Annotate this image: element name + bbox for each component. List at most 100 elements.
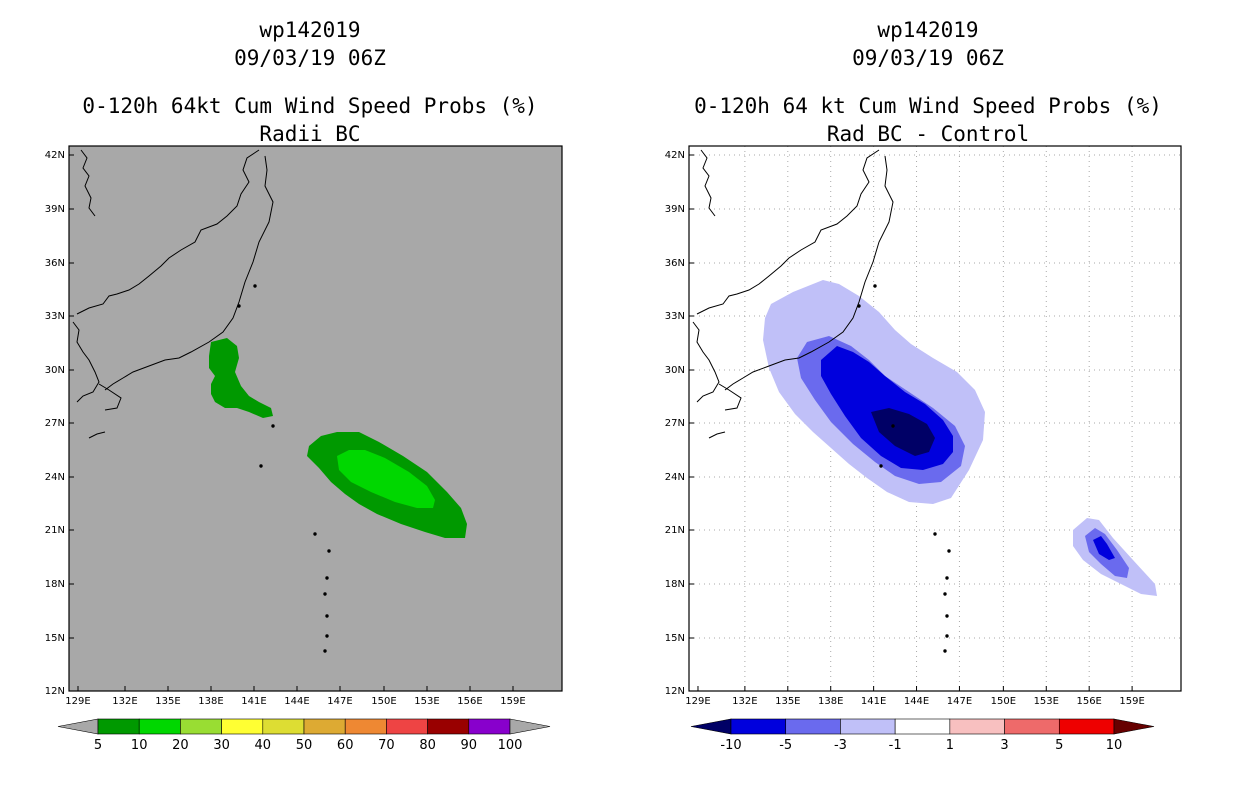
island-dot	[891, 424, 895, 428]
island-dot	[943, 649, 947, 653]
island-dot	[325, 614, 329, 618]
left-xtick-label: 144E	[284, 696, 309, 707]
left-ytick-label: 39N	[45, 204, 65, 215]
colorbar-segment	[138, 718, 181, 735]
coastline-segment	[76, 149, 260, 315]
colorbar-label: 10	[1106, 738, 1123, 753]
island-dot	[323, 592, 327, 596]
left-xtick-label: 159E	[500, 696, 525, 707]
island-dot	[323, 649, 327, 653]
left-xtick-label: 138E	[198, 696, 223, 707]
colorbar-label: 70	[378, 738, 395, 753]
colorbar-segment	[468, 718, 511, 735]
coastline-segment	[98, 383, 122, 411]
colorbar-segment	[180, 718, 222, 735]
left-probability-regions	[209, 338, 467, 538]
right-xtick-label: 132E	[732, 696, 757, 707]
right-ytick-label: 27N	[665, 418, 685, 429]
right-chart-subtitle: Rad BC - Control	[826, 122, 1030, 146]
island-dot	[945, 634, 949, 638]
left-ytick-label: 27N	[45, 418, 65, 429]
colorbar-label: 80	[419, 738, 436, 753]
left-ytick-label: 21N	[45, 525, 65, 536]
left-ytick-label: 42N	[45, 150, 65, 161]
coastline-segment	[696, 149, 880, 315]
left-datetime: 09/03/19 06Z	[234, 46, 386, 70]
colorbar-over-arrow	[1113, 718, 1155, 735]
colorbar-label: 50	[296, 738, 313, 753]
right-coastline	[692, 149, 951, 653]
right-xtick-label: 138E	[818, 696, 843, 707]
left-ytick-label: 33N	[45, 311, 65, 322]
left-xtick-label: 156E	[457, 696, 482, 707]
right-ytick-label: 39N	[665, 204, 685, 215]
island-dot	[259, 464, 263, 468]
island-dot	[857, 304, 861, 308]
colorbar-segment	[386, 718, 428, 735]
right-panel-title: wp142019 09/03/19 06Z 0-120h 64 kt Cum W…	[678, 16, 1178, 148]
right-map-frame	[688, 145, 1182, 692]
right-probability-regions	[763, 280, 1157, 596]
right-region--10-to-5	[1093, 536, 1115, 560]
left-region-10-20	[337, 450, 435, 508]
colorbar-segment	[894, 718, 951, 735]
colorbar-label: 90	[461, 738, 478, 753]
colorbar-segment	[1058, 718, 1115, 735]
right-chart-title: 0-120h 64 kt Cum Wind Speed Probs (%)	[694, 94, 1162, 118]
colorbar-over-arrow	[509, 718, 551, 735]
right-xtick-label: 135E	[775, 696, 800, 707]
coastline-segment	[692, 321, 720, 403]
colorbar-under-arrow	[690, 718, 732, 735]
coastline-segment	[718, 383, 742, 411]
coastline-segment	[724, 155, 894, 391]
right-ytick-label: 12N	[665, 686, 685, 697]
colorbar-segment	[427, 718, 470, 735]
left-chart-title: 0-120h 64kt Cum Wind Speed Probs (%)	[82, 94, 538, 118]
coastline-segment	[104, 155, 274, 391]
colorbar-label: 60	[337, 738, 354, 753]
left-map-frame	[68, 145, 563, 692]
island-dot	[313, 532, 317, 536]
island-dot	[253, 284, 257, 288]
colorbar-label: -10	[720, 738, 741, 753]
colorbar-label: 1	[946, 738, 954, 753]
colorbar-label: -1	[889, 738, 902, 753]
right-ytick-label: 24N	[665, 472, 685, 483]
left-xtick-label: 147E	[327, 696, 352, 707]
right-xtick-label: 129E	[685, 696, 710, 707]
colorbar-under-arrow	[57, 718, 99, 735]
left-xtick-label: 153E	[414, 696, 439, 707]
coastline-segment	[88, 431, 106, 439]
colorbar-label: 10	[131, 738, 148, 753]
left-ytick-label: 18N	[45, 579, 65, 590]
right-ytick-label: 42N	[665, 150, 685, 161]
right-ytick-label: 33N	[665, 311, 685, 322]
coastline-segment	[700, 149, 716, 217]
left-ytick-label: 15N	[45, 633, 65, 644]
right-datetime: 09/03/19 06Z	[852, 46, 1004, 70]
right-xtick-label: 159E	[1119, 696, 1144, 707]
island-dot	[943, 592, 947, 596]
left-map-background	[69, 146, 562, 691]
coastline-segment	[80, 149, 96, 217]
island-dot	[945, 614, 949, 618]
right-xtick-label: 153E	[1034, 696, 1059, 707]
island-dot	[947, 549, 951, 553]
island-dot	[873, 284, 877, 288]
island-dot	[945, 576, 949, 580]
island-dot	[325, 634, 329, 638]
right-ytick-label: 15N	[665, 633, 685, 644]
colorbar-segment	[344, 718, 387, 735]
right-xtick-label: 156E	[1076, 696, 1101, 707]
colorbar-segment	[730, 718, 787, 735]
left-xtick-label: 141E	[241, 696, 266, 707]
colorbar-label: -5	[779, 738, 792, 753]
right-storm-id: wp142019	[877, 18, 979, 42]
colorbar-label: 5	[94, 738, 102, 753]
colorbar-label: 100	[498, 738, 523, 753]
colorbar-label: 20	[172, 738, 189, 753]
left-xtick-label: 129E	[65, 696, 90, 707]
colorbar-segment	[221, 718, 264, 735]
left-xtick-label: 135E	[155, 696, 180, 707]
